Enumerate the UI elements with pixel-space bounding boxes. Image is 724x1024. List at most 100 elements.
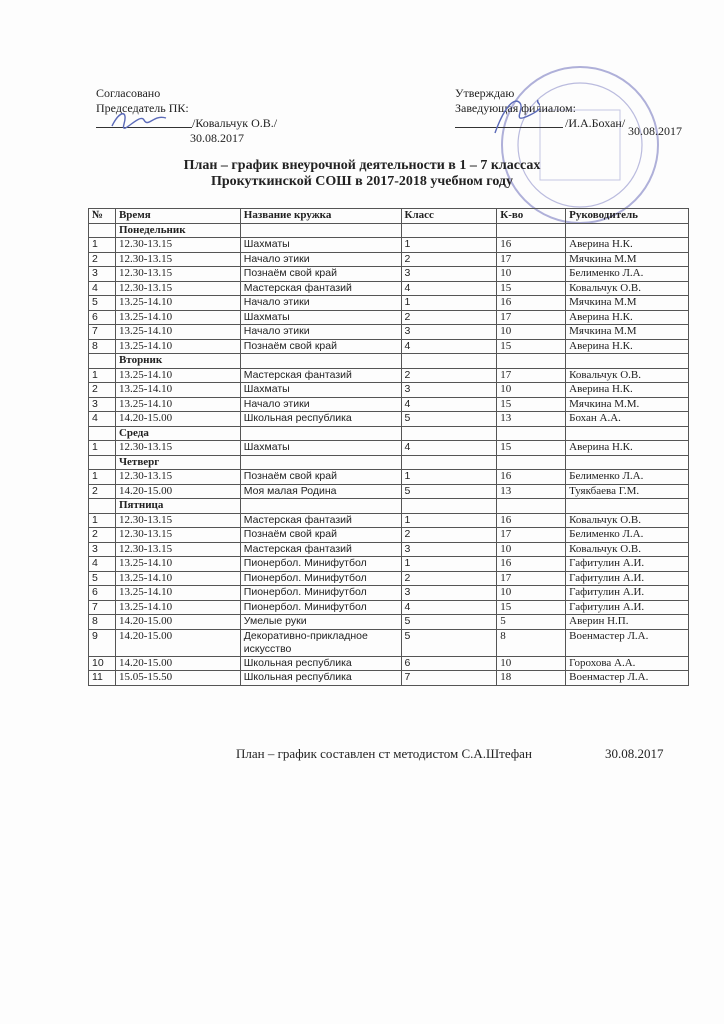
cell-cls: 1 — [400, 295, 498, 311]
empty-cell — [88, 454, 116, 470]
cell-name: Шахматы — [239, 440, 402, 456]
cell-cls: 2 — [400, 251, 498, 267]
day-row: Четверг — [88, 454, 689, 470]
cell-lead: Бохан А.А. — [565, 411, 689, 427]
cell-num: 1 — [88, 469, 116, 485]
cell-name: Пионербол. Минифутбол — [239, 599, 402, 615]
signature-line-left — [96, 116, 192, 128]
cell-lead: Аверина Н.К. — [565, 338, 689, 354]
table-row: 1 12.30-13.15 Мастерская фантазий 1 16 Коваль… — [88, 512, 689, 528]
empty-cell — [400, 454, 498, 470]
cell-cnt: 16 — [496, 469, 567, 485]
table-row: 8 14.20-15.00 Умелые руки 5 5 Аверин Н.П. — [88, 614, 689, 630]
cell-num: 4 — [88, 411, 116, 427]
table-row: 7 13.25-14.10 Начало этики 3 10 Мячкина М.М — [88, 324, 689, 340]
cell-time: 14.20-15.00 — [114, 655, 241, 671]
cell-name: Умелые руки — [239, 614, 402, 630]
cell-name: Мастерская фантазий — [239, 541, 402, 557]
cell-lead: Военмастер Л.А. — [565, 628, 689, 657]
cell-name: Мастерская фантазий — [239, 367, 402, 383]
cell-time: 13.25-14.10 — [114, 570, 241, 586]
cell-cls: 2 — [400, 367, 498, 383]
cell-num: 8 — [88, 338, 116, 354]
cell-num: 1 — [88, 367, 116, 383]
cell-cnt: 16 — [496, 512, 567, 528]
document-title-line1: План – график внеурочной деятельности в … — [183, 158, 541, 173]
cell-name: Начало этики — [239, 251, 402, 267]
cell-lead: Мячкина М.М — [565, 295, 689, 311]
cell-name: Моя малая Родина — [239, 483, 402, 499]
cell-cnt: 10 — [496, 541, 567, 557]
footer-text: План – график составлен ст методистом С.… — [236, 746, 532, 761]
cell-cls: 3 — [400, 382, 498, 398]
cell-cls: 4 — [400, 599, 498, 615]
cell-time: 14.20-15.00 — [114, 628, 241, 657]
cell-cls: 2 — [400, 309, 498, 325]
cell-name: Познаём свой край — [239, 469, 402, 485]
empty-cell — [496, 498, 567, 514]
cell-lead: Белименко Л.А. — [565, 469, 689, 485]
approval-left-label: Согласовано — [96, 86, 161, 100]
day-name: Вторник — [114, 353, 241, 369]
table-row: 2 12.30-13.15 Познаём свой край 2 17 Белименк… — [88, 527, 689, 543]
cell-time: 14.20-15.00 — [114, 483, 241, 499]
cell-cnt: 17 — [496, 251, 567, 267]
cell-num: 9 — [88, 628, 116, 657]
cell-name: Школьная республика — [239, 655, 402, 671]
cell-time: 12.30-13.15 — [114, 527, 241, 543]
cell-time: 13.25-14.10 — [114, 556, 241, 572]
cell-num: 6 — [88, 309, 116, 325]
table-row: 10 14.20-15.00 Школьная республика 6 10 Горох… — [88, 655, 689, 671]
cell-name: Пионербол. Минифутбол — [239, 585, 402, 601]
cell-lead: Ковальчук О.В. — [565, 512, 689, 528]
column-header: Руководитель — [565, 208, 689, 224]
cell-name: Начало этики — [239, 295, 402, 311]
cell-cnt: 10 — [496, 585, 567, 601]
cell-lead: Ковальчук О.В. — [565, 280, 689, 296]
day-row: Понедельник — [88, 222, 689, 238]
table-row: 4 12.30-13.15 Мастерская фантазий 4 15 Коваль… — [88, 280, 689, 296]
cell-cnt: 13 — [496, 411, 567, 427]
cell-lead: Аверина Н.К. — [565, 382, 689, 398]
empty-cell — [565, 498, 689, 514]
approval-left-date: 30.08.2017 — [190, 131, 244, 145]
cell-cls: 5 — [400, 614, 498, 630]
cell-cnt: 5 — [496, 614, 567, 630]
empty-cell — [239, 425, 402, 441]
cell-lead: Гафитулин А.И. — [565, 570, 689, 586]
cell-cls: 4 — [400, 396, 498, 412]
cell-cnt: 18 — [496, 670, 567, 686]
cell-time: 13.25-14.10 — [114, 324, 241, 340]
table-row: 8 13.25-14.10 Познаём свой край 4 15 Аверина … — [88, 338, 689, 354]
schedule-table: № Время Название кружка Класс К-во Руководите… — [88, 208, 689, 686]
cell-name: Мастерская фантазий — [239, 280, 402, 296]
cell-name: Школьная республика — [239, 411, 402, 427]
cell-name: Начало этики — [239, 324, 402, 340]
column-header: № — [88, 208, 116, 224]
cell-cls: 1 — [400, 237, 498, 253]
cell-cnt: 15 — [496, 440, 567, 456]
empty-cell — [565, 222, 689, 238]
cell-lead: Гафитулин А.И. — [565, 599, 689, 615]
cell-cnt: 16 — [496, 556, 567, 572]
cell-lead: Военмастер Л.А. — [565, 670, 689, 686]
column-header: Время — [114, 208, 241, 224]
empty-cell — [400, 498, 498, 514]
table-row: 1 13.25-14.10 Мастерская фантазий 2 17 Коваль… — [88, 367, 689, 383]
cell-lead: Аверин Н.П. — [565, 614, 689, 630]
cell-num: 3 — [88, 541, 116, 557]
cell-name: Познаём свой край — [239, 266, 402, 282]
cell-lead: Горохова А.А. — [565, 655, 689, 671]
document-title-line2: Прокуткинской СОШ в 2017-2018 учебном го… — [210, 174, 513, 189]
signature-line-right — [455, 116, 563, 128]
cell-cls: 1 — [400, 512, 498, 528]
cell-name: Школьная республика — [239, 670, 402, 686]
cell-cnt: 15 — [496, 396, 567, 412]
cell-num: 11 — [88, 670, 116, 686]
cell-num: 6 — [88, 585, 116, 601]
cell-num: 2 — [88, 251, 116, 267]
table-row: 2 13.25-14.10 Шахматы 3 10 Аверина Н.К. — [88, 382, 689, 398]
day-row: Пятница — [88, 498, 689, 514]
cell-cnt: 15 — [496, 599, 567, 615]
cell-time: 14.20-15.00 — [114, 411, 241, 427]
